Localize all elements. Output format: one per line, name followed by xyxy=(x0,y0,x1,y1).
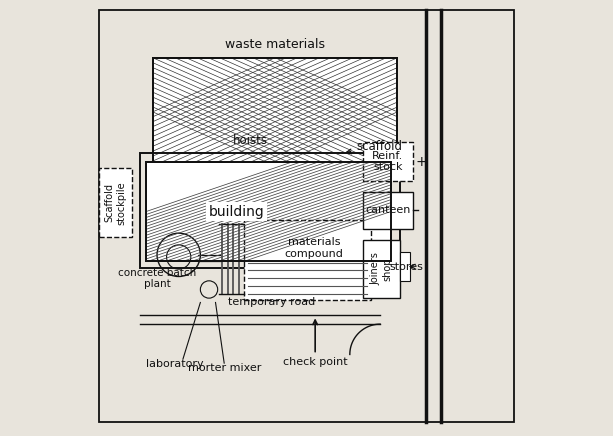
Text: Scaffold
stockpile: Scaffold stockpile xyxy=(105,181,126,225)
Text: temporary road: temporary road xyxy=(228,297,316,307)
Bar xyxy=(140,153,400,268)
Bar xyxy=(147,162,391,261)
Text: check point: check point xyxy=(283,320,348,367)
Bar xyxy=(99,168,132,238)
Text: materials
compound: materials compound xyxy=(284,238,343,259)
Text: scaffold: scaffold xyxy=(346,140,402,154)
Bar xyxy=(244,220,371,300)
Text: canteen: canteen xyxy=(365,205,411,215)
Text: hoists: hoists xyxy=(233,133,268,146)
Text: Joiners
shop: Joiners shop xyxy=(370,252,392,285)
Text: laboratory: laboratory xyxy=(145,359,203,369)
Bar xyxy=(363,240,400,298)
Text: building: building xyxy=(209,204,265,218)
Text: concrete batch
plant: concrete batch plant xyxy=(118,268,196,290)
Text: Reinf.
stock: Reinf. stock xyxy=(372,151,403,173)
Bar xyxy=(400,252,411,281)
Bar xyxy=(363,192,413,229)
Text: stores: stores xyxy=(390,262,424,272)
Text: +: + xyxy=(416,155,427,169)
Bar xyxy=(153,58,397,166)
Text: waste materials: waste materials xyxy=(225,38,325,51)
Bar xyxy=(147,162,391,261)
Bar xyxy=(153,58,397,166)
Text: morter mixer: morter mixer xyxy=(188,363,261,373)
Bar xyxy=(363,142,413,181)
